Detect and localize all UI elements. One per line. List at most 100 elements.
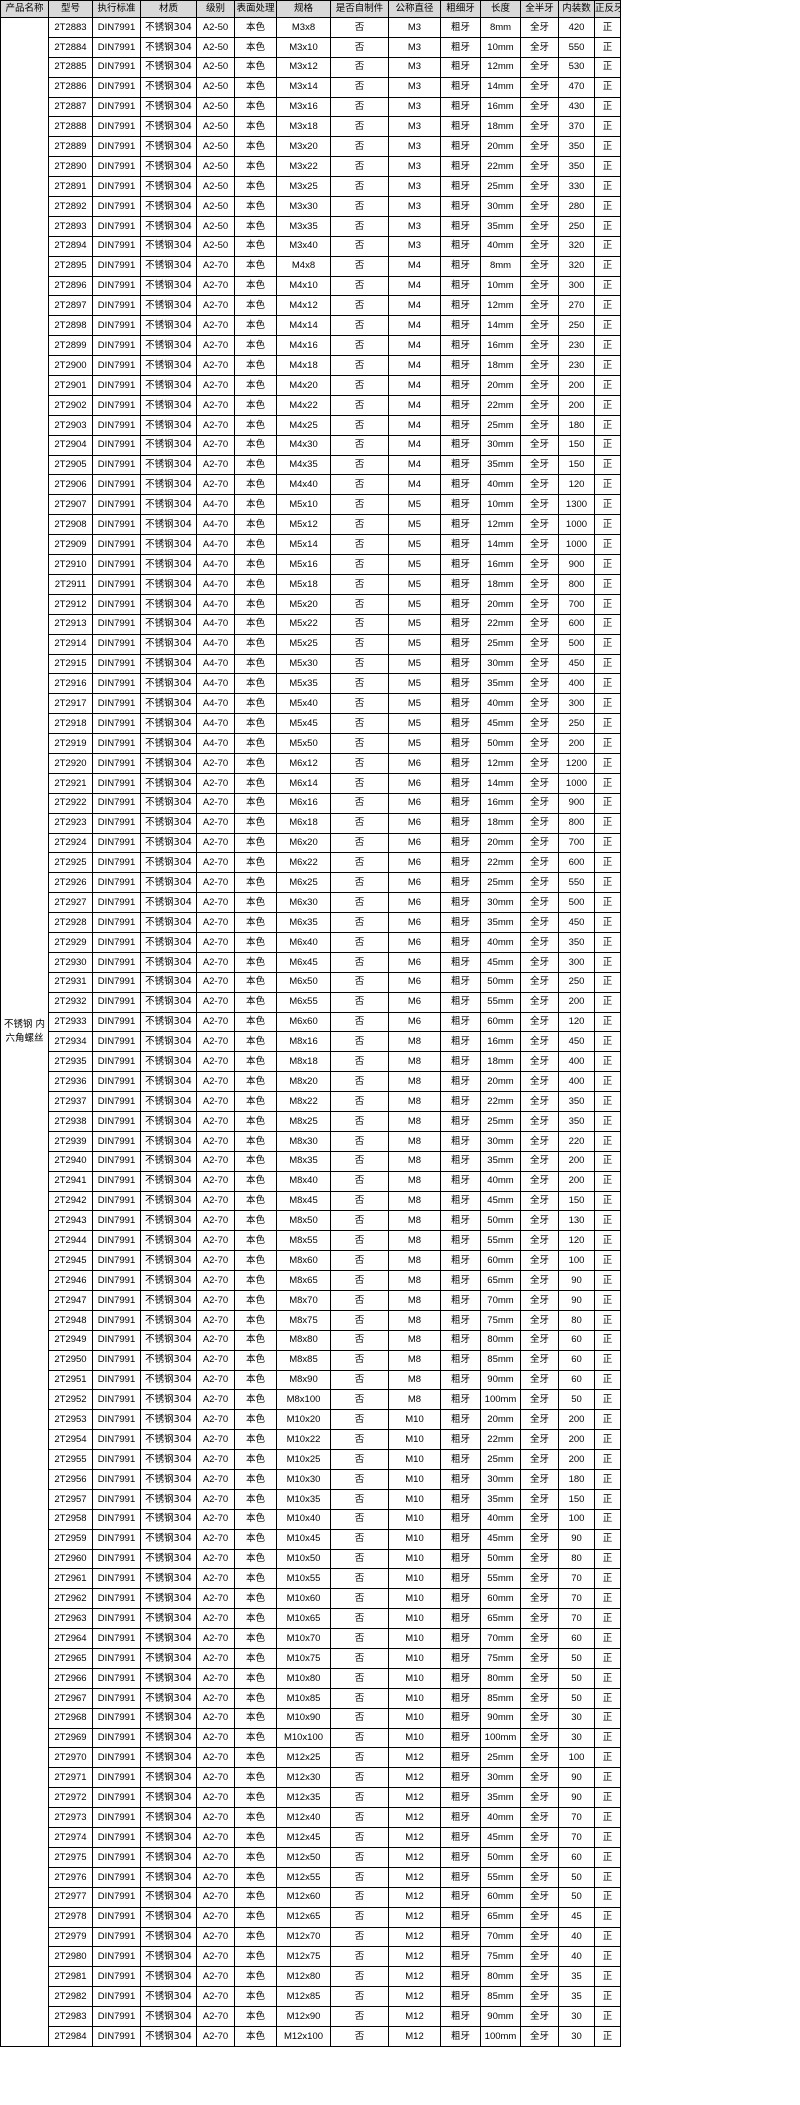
- cell-size[interactable]: M12x80: [276, 1966, 331, 1988]
- table-row[interactable]: 2T2922 DIN7991 不锈钢304 A2-70 本色 M6x16 否 M6 粗牙 16mm…: [1, 792, 621, 814]
- cell-grade[interactable]: A2-70: [196, 1409, 235, 1431]
- cell-size[interactable]: M8x55: [276, 1230, 331, 1252]
- table-row[interactable]: 2T2931 DIN7991 不锈钢304 A2-70 本色 M6x50 否 M6 粗牙 50mm…: [1, 971, 621, 993]
- cell-nominal-diameter[interactable]: M12: [388, 1767, 441, 1789]
- table-row[interactable]: 2T2930 DIN7991 不锈钢304 A2-70 本色 M6x45 否 M6 粗牙 45mm…: [1, 951, 621, 973]
- cell-size[interactable]: M12x30: [276, 1767, 331, 1789]
- cell-full-half-thread[interactable]: 全牙: [520, 852, 559, 874]
- cell-full-half-thread[interactable]: 全牙: [520, 315, 559, 337]
- cell-standard[interactable]: DIN7991: [92, 951, 141, 973]
- cell-length[interactable]: 55mm: [480, 1230, 521, 1252]
- cell-nominal-diameter[interactable]: M10: [388, 1628, 441, 1650]
- cell-surface[interactable]: 本色: [234, 1349, 277, 1371]
- cell-nominal-diameter[interactable]: M8: [388, 1290, 441, 1311]
- cell-length[interactable]: 90mm: [480, 1369, 521, 1391]
- cell-nominal-diameter[interactable]: M12: [388, 1866, 441, 1888]
- table-row[interactable]: 2T2939 DIN7991 不锈钢304 A2-70 本色 M8x30 否 M8 粗牙 30mm…: [1, 1130, 621, 1152]
- cell-grade[interactable]: A4-70: [196, 554, 235, 575]
- cell-full-half-thread[interactable]: 全牙: [520, 1210, 559, 1232]
- cell-full-half-thread[interactable]: 全牙: [520, 1508, 559, 1530]
- cell-standard[interactable]: DIN7991: [92, 1807, 141, 1829]
- cell-hand[interactable]: 正: [594, 1190, 621, 1212]
- cell-model[interactable]: 2T2895: [48, 255, 93, 277]
- cell-grade[interactable]: A2-70: [196, 1906, 235, 1928]
- cell-length[interactable]: 100mm: [480, 1389, 521, 1411]
- cell-nominal-diameter[interactable]: M12: [388, 1906, 441, 1928]
- cell-self-made[interactable]: 否: [330, 1508, 389, 1530]
- cell-self-made[interactable]: 否: [330, 872, 389, 894]
- cell-size[interactable]: M5x14: [276, 534, 331, 556]
- cell-hand[interactable]: 正: [594, 335, 621, 357]
- table-row[interactable]: 2T2889 DIN7991 不锈钢304 A2-50 本色 M3x20 否 M3 粗牙 20mm…: [1, 136, 621, 158]
- cell-nominal-diameter[interactable]: M8: [388, 1130, 441, 1152]
- cell-full-half-thread[interactable]: 全牙: [520, 951, 559, 973]
- cell-nominal-diameter[interactable]: M4: [388, 375, 441, 396]
- cell-thread-pitch[interactable]: 粗牙: [440, 772, 481, 794]
- cell-model[interactable]: 2T2972: [48, 1787, 93, 1809]
- cell-size[interactable]: M3x8: [276, 17, 331, 38]
- cell-surface[interactable]: 本色: [234, 1707, 277, 1729]
- cell-material[interactable]: 不锈钢304: [140, 1150, 197, 1172]
- table-row[interactable]: 2T2917 DIN7991 不锈钢304 A4-70 本色 M5x40 否 M5 粗牙 40mm…: [1, 693, 621, 715]
- cell-standard[interactable]: DIN7991: [92, 136, 141, 158]
- cell-length[interactable]: 25mm: [480, 414, 521, 436]
- cell-grade[interactable]: A2-70: [196, 1170, 235, 1192]
- cell-material[interactable]: 不锈钢304: [140, 772, 197, 794]
- cell-size[interactable]: M4x12: [276, 295, 331, 317]
- cell-full-half-thread[interactable]: 全牙: [520, 215, 559, 237]
- cell-nominal-diameter[interactable]: M6: [388, 852, 441, 874]
- cell-hand[interactable]: 正: [594, 275, 621, 297]
- cell-model[interactable]: 2T2927: [48, 892, 93, 914]
- cell-self-made[interactable]: 否: [330, 1349, 389, 1371]
- cell-surface[interactable]: 本色: [234, 1170, 277, 1192]
- cell-model[interactable]: 2T2958: [48, 1508, 93, 1530]
- cell-thread-pitch[interactable]: 粗牙: [440, 852, 481, 874]
- cell-material[interactable]: 不锈钢304: [140, 872, 197, 894]
- cell-nominal-diameter[interactable]: M12: [388, 1986, 441, 2008]
- cell-hand[interactable]: 正: [594, 1747, 621, 1769]
- cell-standard[interactable]: DIN7991: [92, 593, 141, 615]
- cell-full-half-thread[interactable]: 全牙: [520, 1469, 559, 1490]
- cell-standard[interactable]: DIN7991: [92, 494, 141, 516]
- cell-surface[interactable]: 本色: [234, 1588, 277, 1610]
- cell-model[interactable]: 2T2966: [48, 1667, 93, 1689]
- cell-hand[interactable]: 正: [594, 196, 621, 217]
- cell-self-made[interactable]: 否: [330, 394, 389, 416]
- cell-thread-pitch[interactable]: 粗牙: [440, 96, 481, 118]
- cell-thread-pitch[interactable]: 粗牙: [440, 514, 481, 536]
- cell-pack-qty[interactable]: 1000: [558, 514, 595, 536]
- cell-nominal-diameter[interactable]: M3: [388, 116, 441, 138]
- cell-model[interactable]: 2T2982: [48, 1986, 93, 2008]
- cell-full-half-thread[interactable]: 全牙: [520, 1429, 559, 1451]
- cell-length[interactable]: 14mm: [480, 76, 521, 98]
- table-row[interactable]: 2T2981 DIN7991 不锈钢304 A2-70 本色 M12x80 否 M12 粗牙 80…: [1, 1966, 621, 1988]
- cell-grade[interactable]: A2-70: [196, 1946, 235, 1968]
- cell-hand[interactable]: 正: [594, 852, 621, 874]
- cell-material[interactable]: 不锈钢304: [140, 892, 197, 914]
- cell-grade[interactable]: A2-70: [196, 832, 235, 854]
- cell-pack-qty[interactable]: 350: [558, 136, 595, 158]
- cell-size[interactable]: M10x20: [276, 1409, 331, 1431]
- cell-length[interactable]: 80mm: [480, 1667, 521, 1689]
- cell-nominal-diameter[interactable]: M5: [388, 514, 441, 536]
- cell-surface[interactable]: 本色: [234, 56, 277, 78]
- cell-surface[interactable]: 本色: [234, 434, 277, 456]
- cell-hand[interactable]: 正: [594, 673, 621, 695]
- table-row[interactable]: 2T2956 DIN7991 不锈钢304 A2-70 本色 M10x30 否 M10 粗牙 30…: [1, 1469, 621, 1490]
- cell-size[interactable]: M10x55: [276, 1568, 331, 1590]
- cell-pack-qty[interactable]: 180: [558, 414, 595, 436]
- cell-pack-qty[interactable]: 200: [558, 733, 595, 754]
- cell-hand[interactable]: 正: [594, 912, 621, 933]
- cell-thread-pitch[interactable]: 粗牙: [440, 1110, 481, 1132]
- cell-length[interactable]: 16mm: [480, 96, 521, 118]
- cell-thread-pitch[interactable]: 粗牙: [440, 76, 481, 98]
- cell-standard[interactable]: DIN7991: [92, 2006, 141, 2027]
- cell-size[interactable]: M8x70: [276, 1290, 331, 1311]
- cell-standard[interactable]: DIN7991: [92, 375, 141, 396]
- cell-length[interactable]: 25mm: [480, 1110, 521, 1132]
- cell-size[interactable]: M6x60: [276, 1011, 331, 1033]
- cell-surface[interactable]: 本色: [234, 792, 277, 814]
- cell-material[interactable]: 不锈钢304: [140, 2025, 197, 2047]
- cell-thread-pitch[interactable]: 粗牙: [440, 1210, 481, 1232]
- table-row[interactable]: 2T2964 DIN7991 不锈钢304 A2-70 本色 M10x70 否 M10 粗牙 70…: [1, 1628, 621, 1650]
